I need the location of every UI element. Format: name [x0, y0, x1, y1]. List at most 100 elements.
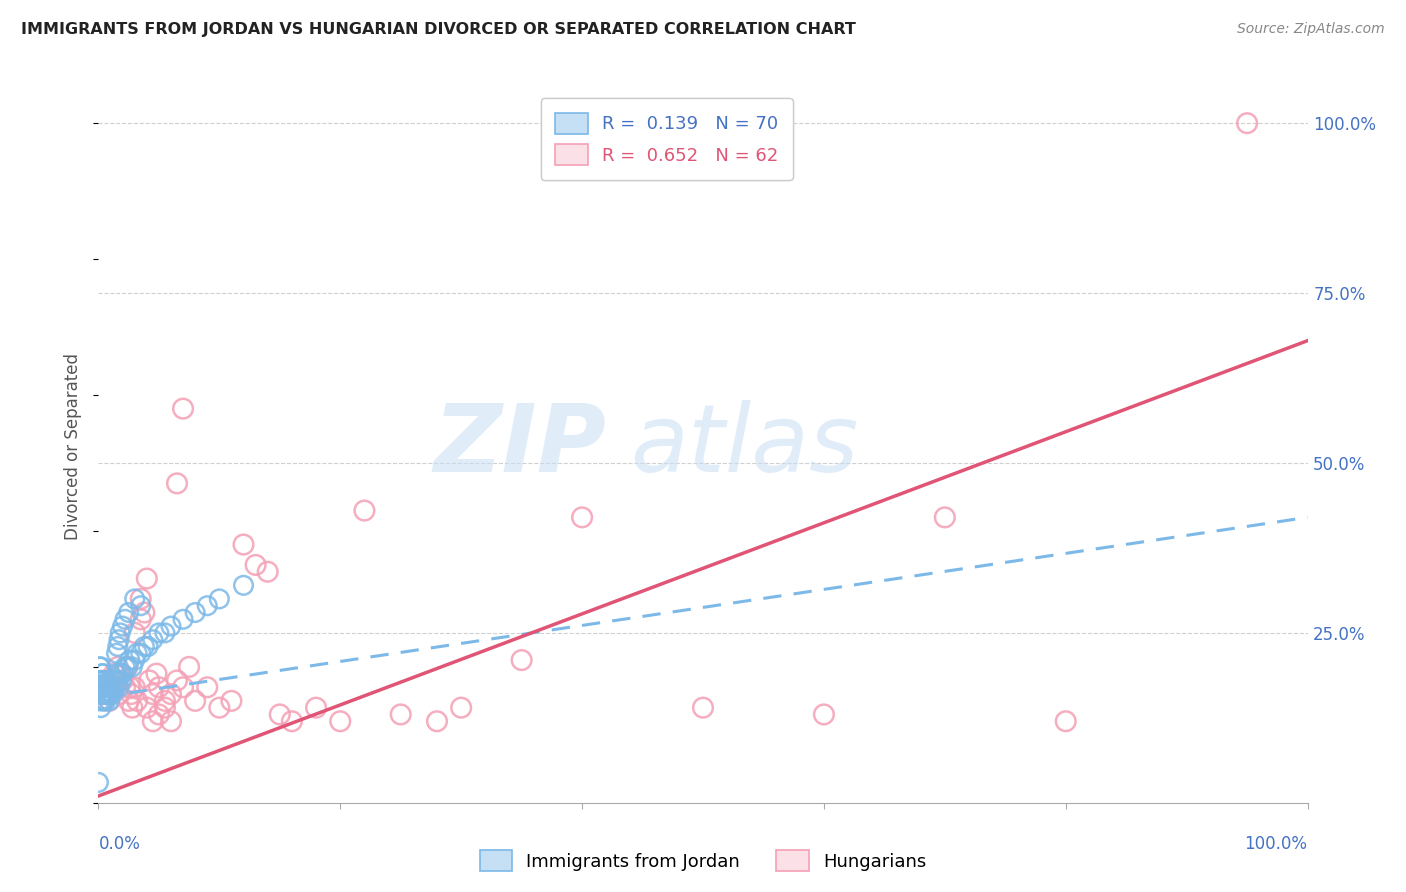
Point	[91, 673, 114, 688]
Point	[103, 673, 125, 688]
Point	[108, 632, 131, 647]
Point	[138, 673, 160, 688]
Point	[510, 653, 533, 667]
Point	[93, 673, 115, 688]
Point	[153, 700, 176, 714]
Point	[97, 687, 120, 701]
Point	[934, 510, 956, 524]
Point	[108, 680, 131, 694]
Point	[117, 660, 139, 674]
Point	[269, 707, 291, 722]
Point	[305, 700, 328, 714]
Point	[166, 476, 188, 491]
Point	[124, 626, 146, 640]
Point	[118, 680, 141, 694]
Point	[134, 606, 156, 620]
Point	[136, 640, 159, 654]
Point	[91, 687, 114, 701]
Point	[134, 640, 156, 654]
Point	[108, 687, 131, 701]
Point	[90, 687, 112, 701]
Point	[89, 673, 111, 688]
Point	[103, 666, 125, 681]
Point	[93, 680, 115, 694]
Point	[129, 591, 152, 606]
Point	[90, 700, 112, 714]
Point	[148, 626, 170, 640]
Point	[148, 707, 170, 722]
Point	[208, 591, 231, 606]
Text: 0.0%: 0.0%	[98, 835, 141, 853]
Point	[107, 640, 129, 654]
Text: atlas: atlas	[630, 401, 859, 491]
Point	[281, 714, 304, 729]
Text: 100.0%: 100.0%	[1244, 835, 1308, 853]
Point	[90, 673, 112, 688]
Point	[184, 694, 207, 708]
Point	[93, 694, 115, 708]
Point	[245, 558, 267, 572]
Point	[426, 714, 449, 729]
Point	[160, 714, 183, 729]
Point	[91, 694, 114, 708]
Point	[100, 687, 122, 701]
Point	[96, 687, 118, 701]
Point	[450, 700, 472, 714]
Point	[142, 632, 165, 647]
Point	[105, 666, 128, 681]
Point	[97, 673, 120, 688]
Point	[166, 673, 188, 688]
Text: IMMIGRANTS FROM JORDAN VS HUNGARIAN DIVORCED OR SEPARATED CORRELATION CHART: IMMIGRANTS FROM JORDAN VS HUNGARIAN DIVO…	[21, 22, 856, 37]
Point	[124, 653, 146, 667]
Point	[129, 599, 152, 613]
Point	[107, 660, 129, 674]
Point	[353, 503, 375, 517]
Point	[179, 660, 201, 674]
Point	[107, 673, 129, 688]
Text: ZIP: ZIP	[433, 400, 606, 492]
Point	[114, 612, 136, 626]
Point	[94, 694, 117, 708]
Point	[127, 694, 149, 708]
Point	[89, 660, 111, 674]
Point	[118, 653, 141, 667]
Point	[135, 572, 157, 586]
Point	[1054, 714, 1077, 729]
Point	[129, 646, 152, 660]
Point	[127, 646, 149, 660]
Point	[91, 666, 114, 681]
Point	[93, 687, 115, 701]
Point	[108, 666, 131, 681]
Point	[100, 680, 122, 694]
Point	[184, 606, 207, 620]
Point	[89, 694, 111, 708]
Point	[100, 673, 122, 688]
Point	[96, 687, 118, 701]
Point	[160, 619, 183, 633]
Point	[105, 646, 128, 660]
Point	[121, 700, 143, 714]
Point	[232, 578, 254, 592]
Point	[124, 680, 146, 694]
Point	[129, 612, 152, 626]
Point	[110, 673, 132, 688]
Point	[153, 626, 176, 640]
Point	[98, 680, 121, 694]
Point	[96, 687, 118, 701]
Point	[111, 666, 134, 681]
Point	[813, 707, 835, 722]
Point	[94, 687, 117, 701]
Point	[120, 687, 142, 701]
Point	[160, 687, 183, 701]
Point	[153, 694, 176, 708]
Point	[114, 660, 136, 674]
Point	[135, 700, 157, 714]
Point	[111, 619, 134, 633]
Y-axis label: Divorced or Separated: Divorced or Separated	[65, 352, 83, 540]
Point	[91, 680, 114, 694]
Legend: Immigrants from Jordan, Hungarians: Immigrants from Jordan, Hungarians	[472, 843, 934, 879]
Point	[172, 612, 194, 626]
Point	[142, 687, 165, 701]
Point	[91, 694, 114, 708]
Point	[101, 687, 124, 701]
